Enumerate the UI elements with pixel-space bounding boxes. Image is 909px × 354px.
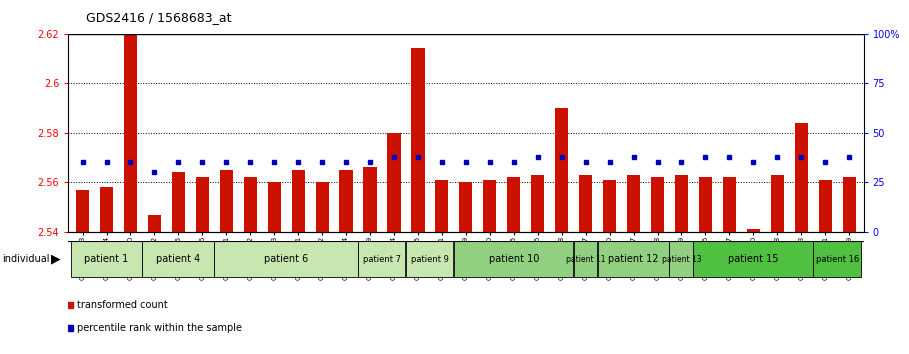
Bar	[597, 241, 669, 277]
Bar	[143, 241, 214, 277]
Bar	[71, 241, 142, 277]
Bar	[124, 29, 137, 232]
Text: patient 15: patient 15	[728, 254, 779, 264]
Bar	[531, 175, 544, 232]
Bar	[100, 187, 113, 232]
Bar	[76, 190, 89, 232]
Bar	[747, 229, 760, 232]
Text: patient 16: patient 16	[815, 255, 859, 264]
Bar	[358, 241, 405, 277]
Bar	[406, 241, 454, 277]
Bar	[435, 180, 448, 232]
Bar	[574, 241, 597, 277]
Bar	[364, 167, 376, 232]
Bar	[814, 241, 861, 277]
Text: patient 4: patient 4	[156, 254, 201, 264]
Bar	[339, 170, 353, 232]
Text: patient 11: patient 11	[566, 255, 605, 264]
Bar	[674, 175, 688, 232]
Bar	[412, 48, 425, 232]
Bar	[195, 177, 209, 232]
Bar	[771, 175, 784, 232]
Text: patient 1: patient 1	[85, 254, 129, 264]
Bar	[172, 172, 185, 232]
Bar	[267, 182, 281, 232]
Bar	[148, 215, 161, 232]
Text: percentile rank within the sample: percentile rank within the sample	[77, 323, 243, 333]
Bar	[507, 177, 520, 232]
Text: individual: individual	[2, 254, 49, 264]
Text: patient 13: patient 13	[662, 255, 701, 264]
Bar	[670, 241, 693, 277]
Bar	[694, 241, 813, 277]
Text: GDS2416 / 1568683_at: GDS2416 / 1568683_at	[86, 11, 232, 24]
Bar	[215, 241, 357, 277]
Bar	[603, 180, 616, 232]
Text: patient 9: patient 9	[411, 255, 449, 264]
Bar	[244, 177, 257, 232]
Bar	[292, 170, 305, 232]
Bar	[699, 177, 712, 232]
Bar	[579, 175, 593, 232]
Bar	[651, 177, 664, 232]
Bar	[819, 180, 832, 232]
Bar	[484, 180, 496, 232]
Bar	[555, 108, 568, 232]
Text: patient 12: patient 12	[608, 254, 659, 264]
Bar	[315, 182, 329, 232]
Bar	[794, 123, 808, 232]
Text: patient 7: patient 7	[363, 255, 401, 264]
Text: ▶: ▶	[51, 253, 61, 266]
Bar	[387, 133, 401, 232]
Bar	[627, 175, 640, 232]
Bar	[723, 177, 736, 232]
Bar	[459, 182, 473, 232]
Text: patient 6: patient 6	[264, 254, 308, 264]
Bar	[843, 177, 855, 232]
Text: patient 10: patient 10	[489, 254, 539, 264]
Bar	[454, 241, 574, 277]
Text: transformed count: transformed count	[77, 300, 168, 310]
Bar	[220, 170, 233, 232]
